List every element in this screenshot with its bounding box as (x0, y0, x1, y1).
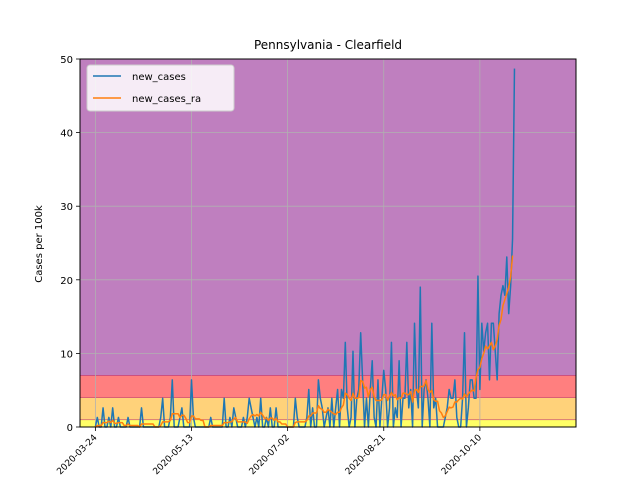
x-tick-label-4: 2020-10-10 (440, 433, 484, 477)
risk-band-2 (80, 375, 576, 398)
plot-frame (79, 58, 577, 428)
y-tick-label-4: 40 (60, 129, 73, 140)
x-tick-label-3: 2020-08-21 (344, 433, 388, 477)
x-tick-label-2: 2020-07-02 (248, 433, 292, 477)
x-tick-label-1: 2020-05-13 (152, 433, 196, 477)
y-axis-label: Cases per 100k (34, 205, 45, 283)
y-tick-label-5: 50 (60, 55, 73, 66)
risk-bands (80, 59, 576, 427)
y-tick-label-2: 20 (60, 276, 73, 287)
risk-band-0 (80, 419, 576, 427)
y-tick-label-0: 0 (67, 423, 73, 434)
series-line-new_cases_ra (94, 255, 514, 428)
x-axis: 2020-03-24 2020-05-13 2020-07-02 2020-08-21… (55, 427, 484, 477)
y-tick-label-1: 10 (60, 349, 73, 360)
legend-box (86, 64, 235, 112)
y-axis: 0 10 20 30 40 50 (60, 55, 80, 434)
legend: new_cases new_cases_ra (86, 64, 235, 112)
legend-label-new_cases: new_cases (132, 72, 186, 83)
chart-title: Pennsylvania - Clearfield (254, 38, 402, 52)
x-tick-label-0: 2020-03-24 (55, 433, 99, 477)
legend-label-new_cases_ra: new_cases_ra (132, 94, 201, 105)
y-tick-label-3: 30 (60, 202, 73, 213)
